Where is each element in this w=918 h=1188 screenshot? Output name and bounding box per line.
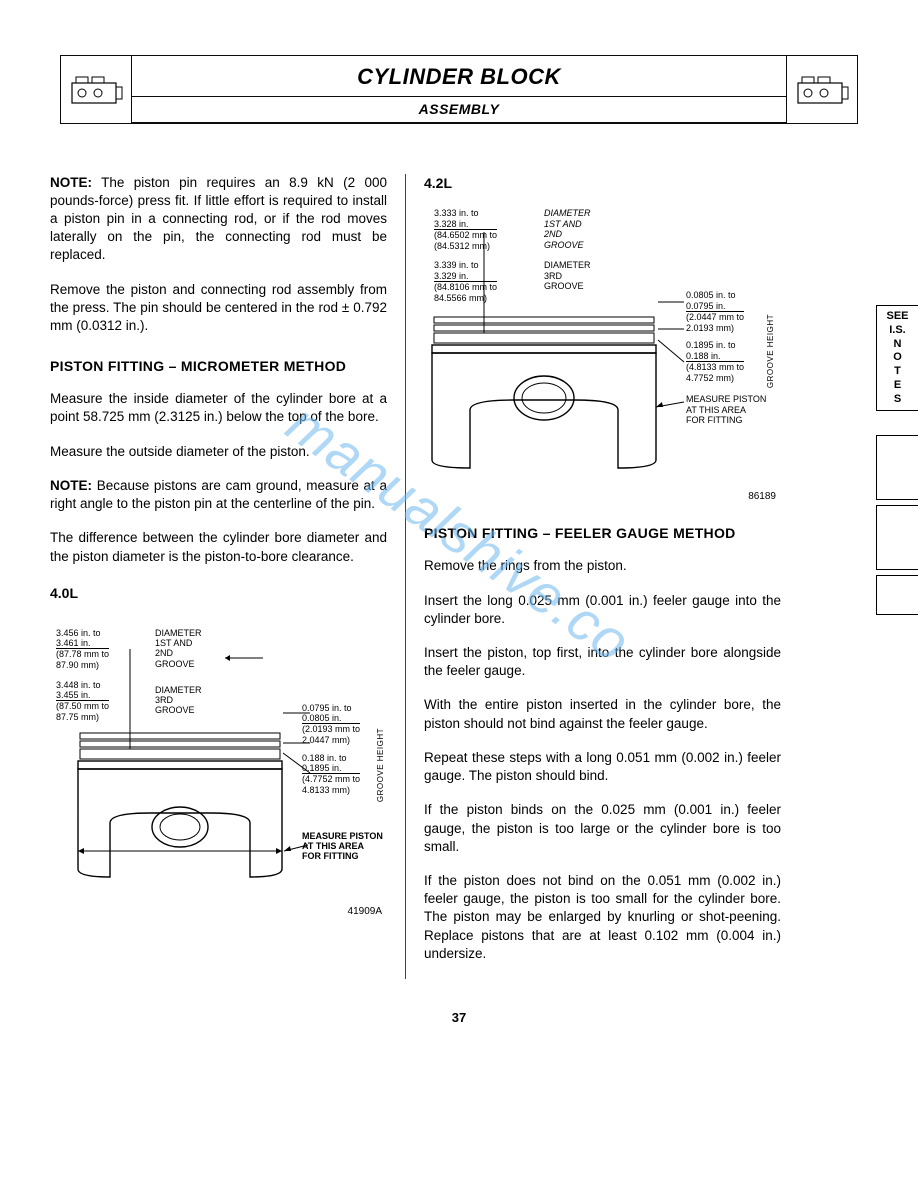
fig2-l2b: 3.329 in.: [434, 271, 497, 282]
fig2-l2c: (84.8106 mm to: [434, 282, 497, 292]
r-para5: Repeat these steps with a long 0.051 mm …: [424, 749, 781, 785]
engine-icon-left: [61, 56, 131, 123]
fig2-r2b: 0.188 in.: [686, 351, 744, 362]
page-number: 37: [50, 1009, 868, 1027]
fig1-l1c: (87.78 mm to: [56, 649, 109, 659]
side-box-1: [876, 435, 918, 500]
heading-micrometer: PISTON FITTING – MICROMETER METHOD: [50, 357, 387, 376]
side-box-2: [876, 505, 918, 570]
para-difference: The difference between the cylinder bore…: [50, 529, 387, 565]
side-tab-is: I.S.: [879, 324, 916, 338]
side-box-3: [876, 575, 918, 615]
fig2-l2a: 3.339 in. to: [434, 260, 497, 270]
fig2-l2d: 84.5566 mm): [434, 293, 497, 303]
right-column: 4.2L: [406, 174, 781, 980]
fig2-r1c: (2.0447 mm to: [686, 312, 744, 322]
side-tab-notes: N O T E S: [879, 338, 916, 407]
fig1-r1c: (2.0193 mm to: [302, 724, 360, 734]
r-para3: Insert the piston, top first, into the c…: [424, 644, 781, 680]
figure-42L: 3.333 in. to 3.328 in. (84.6502 mm to (8…: [424, 202, 781, 502]
fig2-l1a: 3.333 in. to: [434, 208, 497, 218]
fig2-id: 86189: [748, 491, 776, 503]
fig1-meas1: MEASURE PISTON: [302, 831, 383, 841]
para-remove: Remove the piston and connecting rod ass…: [50, 281, 387, 336]
fig2-meas3: FOR FITTING: [686, 415, 766, 425]
page-header: CYLINDER BLOCK ASSEMBLY: [60, 55, 858, 124]
fig1-r2a: 0.188 in. to: [302, 753, 360, 763]
fig1-r1d: 2.0447 mm): [302, 735, 360, 745]
fig2-m1c: 2ND: [544, 229, 591, 239]
fig2-r1a: 0.0805 in. to: [686, 290, 744, 300]
header-title: CYLINDER BLOCK: [132, 56, 786, 97]
fig2-meas1: MEASURE PISTON: [686, 394, 766, 404]
fig1-l2a: 3.448 in. to: [56, 680, 109, 690]
side-tab: SEE I.S. N O T E S: [876, 305, 918, 411]
r-para6: If the piston binds on the 0.025 mm (0.0…: [424, 801, 781, 856]
heading-feeler: PISTON FITTING – FEELER GAUGE METHOD: [424, 524, 781, 543]
fig1-m1a: DIAMETER: [155, 628, 202, 638]
fig2-r1d: 2.0193 mm): [686, 323, 744, 333]
note-1: NOTE: The piston pin requires an 8.9 kN …: [50, 174, 387, 265]
r-para4: With the entire piston inserted in the c…: [424, 696, 781, 732]
fig2-m2b: 3RD: [544, 271, 591, 281]
fig1-r1a: 0.0795 in. to: [302, 703, 360, 713]
fig2-m2c: GROOVE: [544, 281, 591, 291]
fig1-m2c: GROOVE: [155, 705, 202, 715]
fig1-r2c: (4.7752 mm to: [302, 774, 360, 784]
fig1-r1b: 0.0805 in.: [302, 713, 360, 724]
fig1-id: 41909A: [348, 906, 382, 918]
fig1-l1a: 3.456 in. to: [56, 628, 109, 638]
fig2-meas2: AT THIS AREA: [686, 405, 766, 415]
fig2-l1d: (84.5312 mm): [434, 241, 497, 251]
fig1-m1b: 1ST AND: [155, 638, 202, 648]
fig1-l2c: (87.50 mm to: [56, 701, 109, 711]
fig1-l2d: 87.75 mm): [56, 712, 109, 722]
fig1-l1b: 3.461 in.: [56, 638, 109, 649]
left-column: NOTE: The piston pin requires an 8.9 kN …: [50, 174, 405, 980]
fig1-m2a: DIAMETER: [155, 685, 202, 695]
fig2-groove-vert: GROOVE HEIGHT: [766, 314, 775, 388]
r-para7: If the piston does not bind on the 0.051…: [424, 872, 781, 963]
side-tab-see: SEE: [879, 310, 916, 324]
fig2-l1b: 3.328 in.: [434, 219, 497, 230]
figure-40L: 3.456 in. to 3.461 in. (87.78 mm to 87.9…: [50, 613, 387, 918]
engine-42L-label: 4.2L: [424, 174, 781, 193]
fig1-meas2: AT THIS AREA: [302, 841, 383, 851]
fig2-m1b: 1ST AND: [544, 219, 591, 229]
fig1-groove-vert: GROOVE HEIGHT: [376, 728, 385, 802]
fig1-l1d: 87.90 mm): [56, 660, 109, 670]
fig1-r2d: 4.8133 mm): [302, 785, 360, 795]
para-measure-bore: Measure the inside diameter of the cylin…: [50, 390, 387, 426]
engine-icon-right: [787, 56, 857, 123]
fig2-m1a: DIAMETER: [544, 208, 591, 218]
fig2-r1b: 0.0795 in.: [686, 301, 744, 312]
fig2-r2a: 0.1895 in. to: [686, 340, 744, 350]
fig2-l1c: (84.6502 mm to: [434, 230, 497, 240]
fig2-r2d: 4.7752 mm): [686, 373, 744, 383]
fig2-m2a: DIAMETER: [544, 260, 591, 270]
r-para2: Insert the long 0.025 mm (0.001 in.) fee…: [424, 592, 781, 628]
para-measure-piston: Measure the outside diameter of the pist…: [50, 443, 387, 461]
fig1-m1d: GROOVE: [155, 659, 202, 669]
fig1-l2b: 3.455 in.: [56, 690, 109, 701]
r-para1: Remove the rings from the piston.: [424, 557, 781, 575]
fig2-r2c: (4.8133 mm to: [686, 362, 744, 372]
fig1-meas3: FOR FITTING: [302, 851, 383, 861]
note-2: NOTE: Because pistons are cam ground, me…: [50, 477, 387, 513]
fig1-m2b: 3RD: [155, 695, 202, 705]
fig2-m1d: GROOVE: [544, 240, 591, 250]
header-subtitle: ASSEMBLY: [132, 97, 786, 123]
fig1-m1c: 2ND: [155, 648, 202, 658]
engine-40L-label: 4.0L: [50, 584, 387, 603]
fig1-r2b: 0.1895 in.: [302, 763, 360, 774]
